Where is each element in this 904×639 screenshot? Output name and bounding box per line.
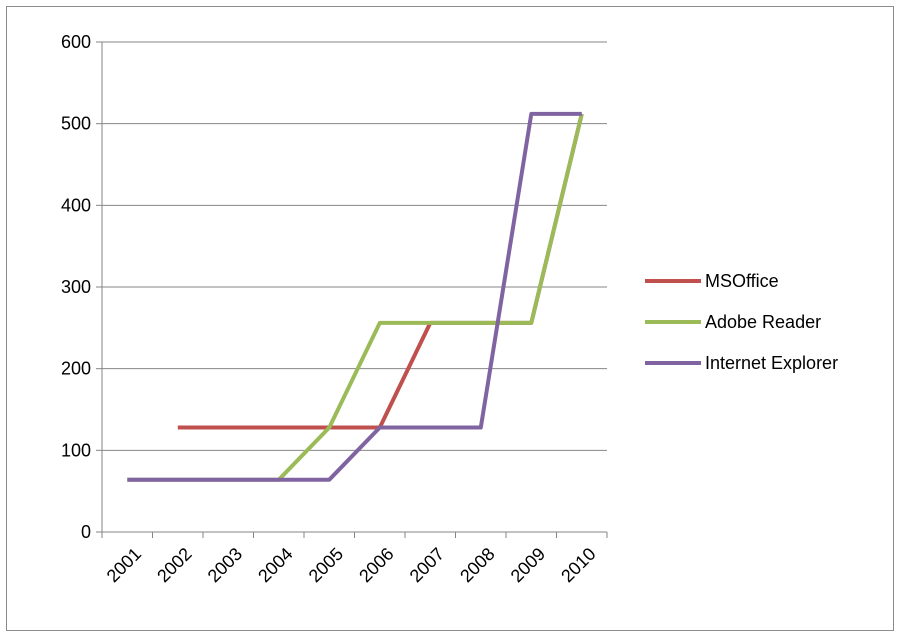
x-tick-label: 2003 [204,544,246,586]
y-tick-label: 300 [61,277,91,297]
x-tick-label: 2006 [355,544,397,586]
chart-frame [6,6,894,631]
y-tick-label: 100 [61,440,91,460]
x-tick-label: 2008 [456,544,498,586]
series-lines [127,111,584,482]
gridlines [102,41,607,451]
legend: MSOffice Adobe Reader Internet Explorer [645,271,838,373]
legend-label: Internet Explorer [705,353,838,373]
x-tick-label: 2005 [305,544,347,586]
x-tick-label: 2001 [103,544,145,586]
series-line-msoffice [177,113,584,430]
x-tick-label: 2004 [254,544,296,586]
y-tick-label: 400 [61,195,91,215]
legend-label: Adobe Reader [705,312,821,332]
x-tick-label: 2007 [406,544,448,586]
y-tick-label: 500 [61,114,91,134]
x-tick-label: 2010 [557,544,599,586]
y-tick-label: 200 [61,359,91,379]
series-line-internet-explorer [127,111,582,482]
x-tick-label: 2009 [507,544,549,586]
y-tick-label: 0 [81,522,91,542]
y-tick-label: 600 [61,32,91,52]
series-line-adobe-reader [127,113,584,482]
x-tick-label: 2002 [153,544,195,586]
legend-label: MSOffice [705,271,779,291]
